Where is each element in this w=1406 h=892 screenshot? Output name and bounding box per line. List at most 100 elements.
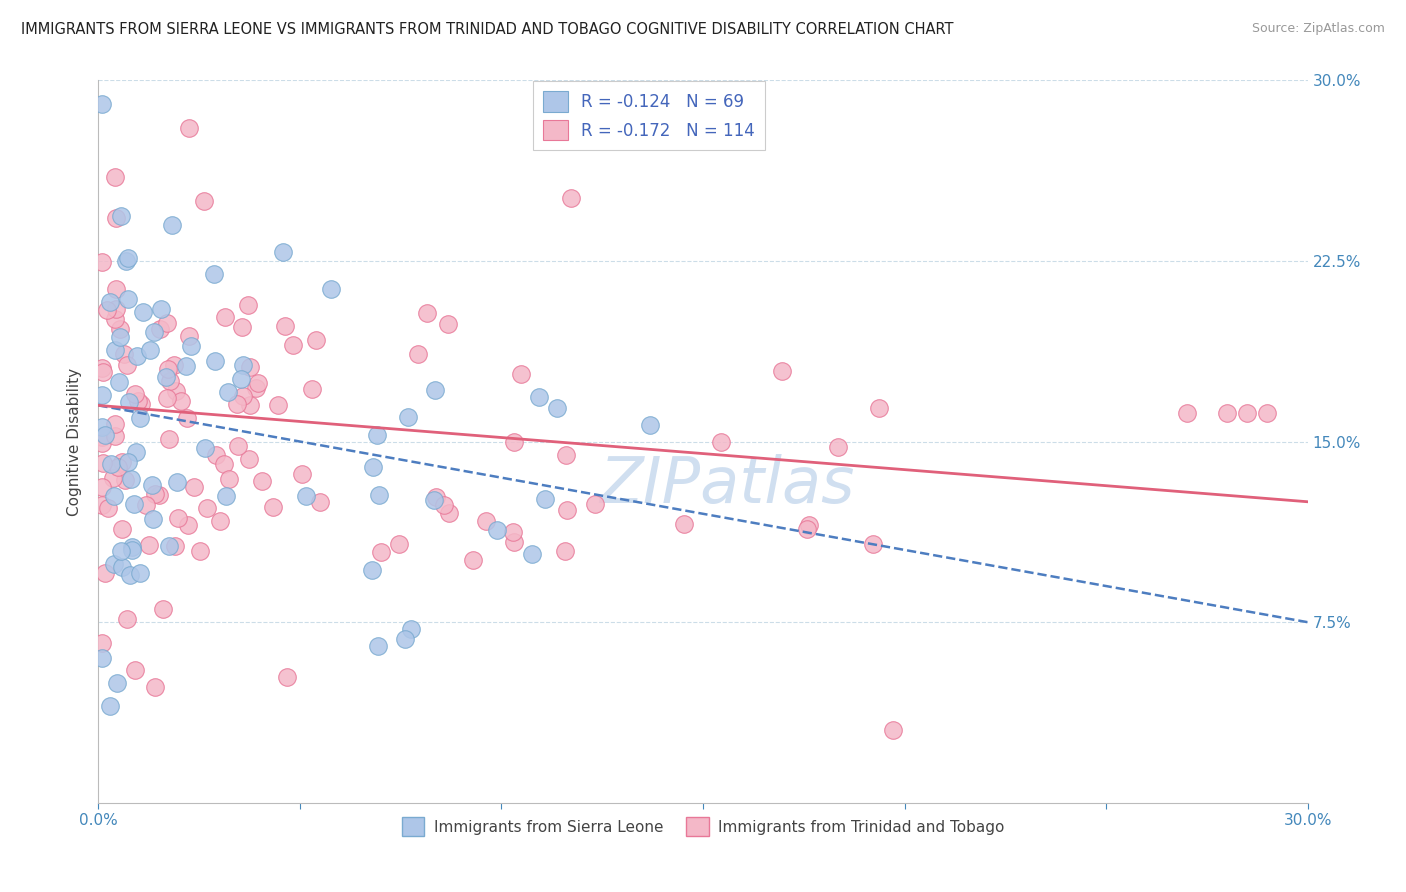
- Point: [194, 441, 217, 455]
- Point: [425, 490, 447, 504]
- Point: [276, 670, 298, 684]
- Point: [533, 492, 555, 507]
- Point: [527, 390, 550, 404]
- Point: [215, 489, 238, 503]
- Point: [104, 282, 127, 296]
- Point: [110, 560, 132, 574]
- Point: [204, 354, 226, 368]
- Point: [308, 495, 330, 509]
- Point: [463, 553, 485, 567]
- Point: [368, 488, 391, 502]
- Point: [138, 538, 160, 552]
- Point: [91, 480, 114, 494]
- Point: [271, 245, 294, 260]
- Point: [797, 518, 820, 533]
- Point: [231, 319, 253, 334]
- Point: [165, 384, 187, 399]
- Point: [124, 386, 146, 401]
- Point: [437, 506, 460, 520]
- Point: [176, 410, 198, 425]
- Point: [148, 488, 170, 502]
- Point: [103, 489, 125, 503]
- Point: [104, 311, 127, 326]
- Point: [157, 361, 180, 376]
- Point: [281, 337, 304, 351]
- Point: [226, 396, 249, 410]
- Point: [166, 511, 188, 525]
- Point: [183, 480, 205, 494]
- Point: [117, 292, 139, 306]
- Point: [124, 664, 146, 678]
- Point: [110, 330, 132, 344]
- Point: [103, 557, 125, 571]
- Point: [406, 347, 429, 361]
- Point: [118, 395, 141, 409]
- Point: [214, 310, 236, 325]
- Point: [770, 364, 793, 378]
- Point: [229, 371, 252, 385]
- Point: [245, 381, 267, 395]
- Point: [91, 498, 114, 512]
- Point: [142, 325, 165, 339]
- Point: [262, 500, 284, 514]
- Point: [155, 370, 177, 384]
- Point: [91, 420, 114, 434]
- Point: [232, 358, 254, 372]
- Point: [105, 211, 128, 225]
- Point: [100, 457, 122, 471]
- Point: [238, 452, 260, 467]
- Point: [827, 440, 849, 454]
- Point: [141, 478, 163, 492]
- Point: [112, 347, 135, 361]
- Point: [91, 388, 114, 402]
- Point: [105, 302, 128, 317]
- Point: [163, 539, 186, 553]
- Point: [503, 534, 526, 549]
- Point: [370, 545, 392, 559]
- Point: [226, 440, 249, 454]
- Point: [301, 383, 323, 397]
- Point: [209, 514, 232, 528]
- Point: [555, 503, 578, 517]
- Point: [104, 169, 127, 184]
- Point: [416, 306, 439, 320]
- Point: [388, 537, 411, 551]
- Point: [115, 253, 138, 268]
- Point: [423, 492, 446, 507]
- Point: [177, 329, 200, 343]
- Point: [1216, 406, 1239, 420]
- Point: [125, 349, 148, 363]
- Point: [108, 322, 131, 336]
- Point: [91, 636, 114, 650]
- Point: [120, 472, 142, 486]
- Point: [128, 411, 150, 425]
- Point: [546, 401, 568, 416]
- Point: [143, 487, 166, 501]
- Point: [177, 518, 200, 533]
- Point: [125, 445, 148, 459]
- Point: [212, 457, 235, 471]
- Point: [143, 680, 166, 694]
- Point: [710, 435, 733, 450]
- Point: [132, 305, 155, 319]
- Point: [217, 384, 239, 399]
- Point: [188, 544, 211, 558]
- Point: [554, 544, 576, 558]
- Point: [166, 475, 188, 490]
- Point: [159, 375, 181, 389]
- Point: [475, 515, 498, 529]
- Point: [111, 522, 134, 536]
- Point: [176, 359, 198, 374]
- Point: [179, 121, 201, 136]
- Point: [157, 432, 180, 446]
- Point: [156, 391, 179, 405]
- Point: [156, 316, 179, 330]
- Point: [232, 389, 254, 403]
- Point: [583, 497, 606, 511]
- Point: [291, 467, 314, 481]
- Point: [118, 567, 141, 582]
- Point: [394, 632, 416, 646]
- Point: [149, 301, 172, 317]
- Point: [321, 282, 343, 296]
- Point: [239, 360, 262, 375]
